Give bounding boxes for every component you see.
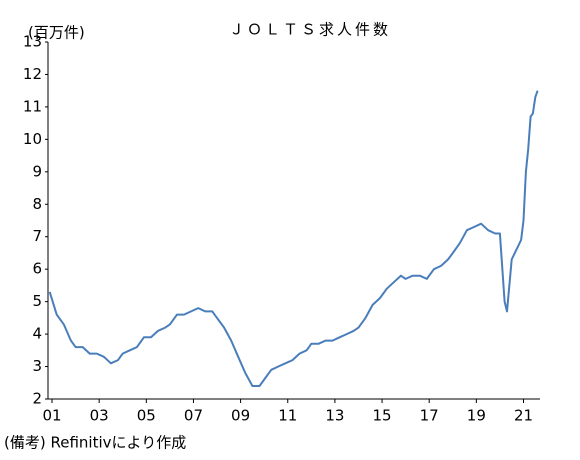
line (48, 90, 539, 387)
y-tick-label: 9 (32, 162, 42, 180)
y-tick-label: 4 (32, 325, 42, 343)
x-tick-label: 15 (373, 407, 392, 425)
x-tick-label: 03 (90, 407, 109, 425)
y-tick-label: 5 (32, 292, 42, 310)
x-tick-label: 07 (184, 407, 203, 425)
y-tick-label: 10 (23, 130, 42, 148)
y-axis-label: (百万件) (28, 24, 85, 42)
x-tick-label: 05 (137, 407, 156, 425)
y-tick-label: 7 (32, 227, 42, 245)
x-tick-label: 13 (325, 407, 344, 425)
y-tick-label: 13 (23, 33, 42, 51)
x-tick-label: 01 (42, 407, 61, 425)
y-tick-label: 11 (23, 97, 42, 115)
x-tick-label: 17 (420, 407, 439, 425)
x-tick-label: 21 (514, 407, 533, 425)
x-tick-label: 19 (467, 407, 486, 425)
y-tick-label: 12 (23, 65, 42, 83)
chart-title: ＪＯＬＴＳ求人件数 (229, 21, 391, 39)
y-tick-label: 8 (32, 195, 42, 213)
note: (備考) Refinitivにより作成 (4, 434, 186, 452)
y-tick-label: 3 (32, 357, 42, 375)
x-tick-label: 11 (278, 407, 297, 425)
y-tick-label: 6 (32, 260, 42, 278)
x-tick-label: 09 (231, 407, 250, 425)
y-tick-label: 2 (32, 390, 42, 408)
